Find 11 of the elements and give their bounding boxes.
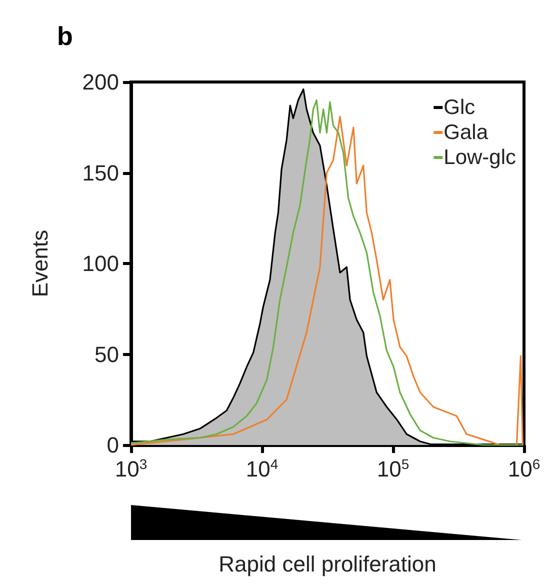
y-tick-label: 100 xyxy=(82,251,119,276)
legend-label: Glc xyxy=(444,96,476,119)
chart-title: b xyxy=(57,21,73,51)
x-axis-title: Rapid cell proliferation xyxy=(218,552,436,576)
y-tick-label: 0 xyxy=(106,432,119,458)
y-tick-label: 150 xyxy=(82,160,119,186)
legend-label: Gala xyxy=(444,121,488,144)
y-axis-title: Events xyxy=(28,230,52,298)
y-tick-label: 200 xyxy=(82,70,119,94)
legend-label: Low-glc xyxy=(444,146,516,169)
y-tick-label: 50 xyxy=(94,342,119,367)
